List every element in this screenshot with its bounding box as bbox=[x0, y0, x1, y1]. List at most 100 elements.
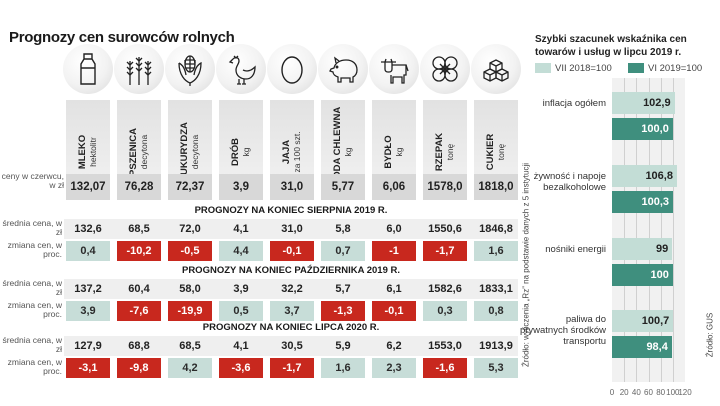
avg-price-cell: 68,5 bbox=[179, 340, 201, 352]
avg-price-cell: 5,8 bbox=[335, 223, 351, 235]
category-label: nośniki energii bbox=[545, 244, 606, 255]
commodity-unit: za 100 szt. bbox=[292, 131, 302, 173]
chart-title: Szybki szacunek wskaźnika cen towarów i … bbox=[535, 34, 687, 58]
price-change-cell: 1,6 bbox=[321, 358, 365, 378]
avg-row-band bbox=[64, 219, 518, 239]
avg-price-cell: 1582,6 bbox=[428, 283, 462, 295]
bar-vi-2019: 98,4 bbox=[612, 336, 672, 358]
avg-price-cell: 32,2 bbox=[281, 283, 303, 295]
price-change-cell: 2,3 bbox=[372, 358, 416, 378]
bar-value-label: 99 bbox=[655, 243, 669, 255]
source-right-text: Źródło: GUS bbox=[705, 312, 715, 358]
wheat-icon bbox=[114, 44, 164, 94]
price-change-cell: -1,6 bbox=[423, 358, 467, 378]
avg-price-cell: 72,0 bbox=[179, 223, 201, 235]
forecast-section-heading: PROGNOZY NA KONIEC SIERPNIA 2019 R. bbox=[194, 205, 388, 216]
price-change-cell: -1,3 bbox=[321, 301, 365, 321]
avg-price-cell: 68,5 bbox=[128, 223, 150, 235]
avg-price-cell: 1846,8 bbox=[479, 223, 513, 235]
egg-icon bbox=[267, 44, 317, 94]
legend-swatch-2018 bbox=[535, 63, 551, 73]
price-change-cell: 1,6 bbox=[474, 241, 518, 261]
avg-price-cell: 132,6 bbox=[74, 223, 102, 235]
price-change-cell: -0,5 bbox=[168, 241, 212, 261]
x-tick-label: 60 bbox=[644, 388, 653, 397]
bar-vii-2018: 100,7 bbox=[612, 310, 674, 332]
price-change-cell: 0,8 bbox=[474, 301, 518, 321]
bar-vi-2019: 100,0 bbox=[612, 118, 673, 140]
price-change-cell: 4,2 bbox=[168, 358, 212, 378]
x-tick-label: 80 bbox=[656, 388, 666, 397]
cow-icon bbox=[369, 44, 419, 94]
june-price-cell: 31,0 bbox=[270, 174, 314, 200]
avg-price-cell: 58,0 bbox=[179, 283, 201, 295]
grid-line bbox=[624, 78, 626, 382]
legend-swatch-2019 bbox=[628, 63, 644, 73]
rapeseed-flower-icon bbox=[420, 44, 470, 94]
legend-label-2018: VII 2018=100 bbox=[555, 62, 612, 74]
avg-price-cell: 6,0 bbox=[386, 223, 402, 235]
category-label: żywność i napoje bezalkoholowe bbox=[533, 171, 606, 193]
price-change-cell: -7,6 bbox=[117, 301, 161, 321]
bar-vii-2018: 102,9 bbox=[612, 92, 675, 114]
avg-price-cell: 5,9 bbox=[335, 340, 351, 352]
avg-price-cell: 1553,0 bbox=[428, 340, 462, 352]
bar-value-label: 100,3 bbox=[641, 196, 670, 208]
avg-price-cell: 1550,6 bbox=[428, 223, 462, 235]
price-change-cell: 0,5 bbox=[219, 301, 263, 321]
june-price-cell: 72,37 bbox=[168, 174, 212, 200]
forecast-section-heading: PROGNOZY NA KONIEC PAŹDZIERNIKA 2019 R. bbox=[181, 265, 400, 276]
june-price-cell: 3,9 bbox=[219, 174, 263, 200]
commodity-name: KUKURYDZA bbox=[179, 122, 190, 182]
price-change-cell: -1,7 bbox=[423, 241, 467, 261]
price-change-cell: -0,1 bbox=[270, 241, 314, 261]
milk-bottle-icon bbox=[63, 44, 113, 94]
june-price-cell: 5,77 bbox=[321, 174, 365, 200]
price-change-cell: -1 bbox=[372, 241, 416, 261]
commodity-name: CUKIER bbox=[485, 133, 496, 171]
bar-vii-2018: 99 bbox=[612, 238, 673, 260]
chicken-icon bbox=[216, 44, 266, 94]
bar-vii-2018: 106,8 bbox=[612, 165, 677, 187]
bar-vi-2019: 100 bbox=[612, 264, 673, 286]
avg-price-cell: 5,7 bbox=[335, 283, 351, 295]
price-change-cell: -0,1 bbox=[372, 301, 416, 321]
source-note-right: Źródło: GUS bbox=[704, 300, 716, 370]
june-price-cell: 76,28 bbox=[117, 174, 161, 200]
price-change-cell: -19,9 bbox=[168, 301, 212, 321]
commodity-name: BYDŁO bbox=[383, 135, 394, 169]
price-change-cell: -3,6 bbox=[219, 358, 263, 378]
x-tick-label: 0 bbox=[609, 388, 615, 397]
grid-line bbox=[636, 78, 638, 382]
x-tick-label: 40 bbox=[631, 388, 641, 397]
commodity-unit: kg bbox=[394, 147, 404, 157]
june-price-cell: 132,07 bbox=[66, 174, 110, 200]
price-change-cell: -9,8 bbox=[117, 358, 161, 378]
row-label-avg: średnia cena, w zł bbox=[2, 278, 62, 297]
commodity-unit: decytona bbox=[139, 134, 149, 170]
commodity-name: RZEPAK bbox=[434, 132, 445, 172]
price-change-cell: 4,4 bbox=[219, 241, 263, 261]
x-tick-label: 120 bbox=[678, 388, 692, 397]
commodity-unit: hektolitr bbox=[88, 137, 98, 167]
price-change-cell: -3,1 bbox=[66, 358, 110, 378]
price-change-cell: 0,4 bbox=[66, 241, 110, 261]
bar-value-label: 106,8 bbox=[645, 170, 673, 182]
row-label-avg: średnia cena, w zł bbox=[2, 335, 62, 354]
commodity-unit: tonę bbox=[496, 143, 506, 161]
avg-price-cell: 4,1 bbox=[233, 223, 249, 235]
avg-price-cell: 6,2 bbox=[386, 340, 402, 352]
avg-price-cell: 3,9 bbox=[233, 283, 249, 295]
legend-label-2019: VI 2019=100 bbox=[648, 62, 703, 74]
category-label: inflacja ogółem bbox=[542, 98, 606, 109]
row-label-change: zmiana cen, w proc. bbox=[7, 240, 62, 259]
bar-value-label: 100,7 bbox=[641, 315, 670, 327]
bar-value-label: 100 bbox=[650, 269, 669, 281]
commodity-unit: decytona bbox=[190, 134, 200, 170]
grid-line bbox=[648, 78, 650, 382]
avg-price-cell: 31,0 bbox=[281, 223, 303, 235]
row-label-change: zmiana cen, w proc. bbox=[7, 300, 62, 319]
sugar-cubes-icon bbox=[471, 44, 521, 94]
price-change-cell: 3,9 bbox=[66, 301, 110, 321]
legend-item-2019: VI 2019=100 bbox=[628, 62, 702, 74]
